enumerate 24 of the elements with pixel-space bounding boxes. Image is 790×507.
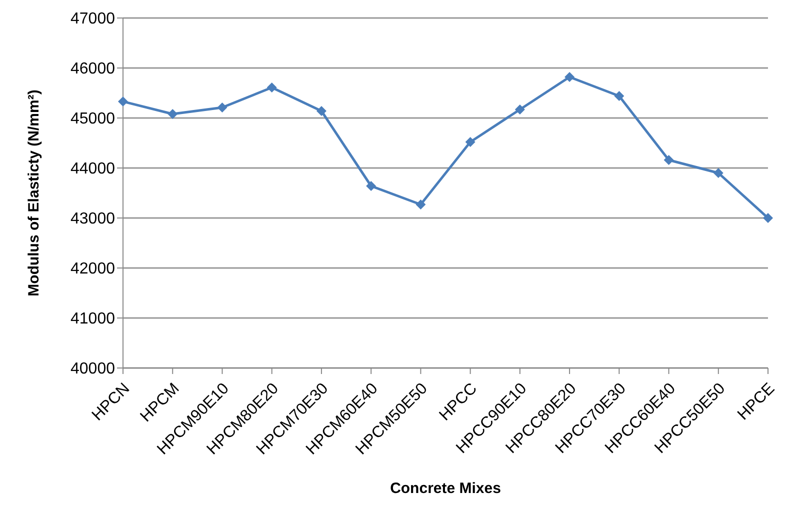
point bbox=[316, 106, 326, 116]
y-tick-label: 42000 bbox=[70, 260, 116, 278]
point bbox=[168, 109, 178, 119]
y-tick-label: 43000 bbox=[70, 210, 116, 228]
point bbox=[416, 200, 426, 210]
x-axis-title: Concrete Mixes bbox=[390, 480, 501, 497]
y-tick-label: 40000 bbox=[70, 360, 116, 378]
point bbox=[564, 72, 575, 82]
y-axis-title: Modulus of Elasticty (N/mm²) bbox=[25, 90, 42, 296]
point bbox=[217, 102, 228, 112]
point bbox=[614, 91, 624, 101]
y-tick-label: 45000 bbox=[70, 110, 116, 128]
point bbox=[664, 155, 674, 165]
point bbox=[266, 82, 277, 92]
point bbox=[763, 213, 773, 223]
y-tick-label: 44000 bbox=[70, 160, 116, 178]
y-tick-label: 46000 bbox=[70, 60, 116, 78]
point bbox=[514, 104, 525, 114]
y-tick-label: 41000 bbox=[70, 310, 116, 328]
point bbox=[118, 96, 128, 106]
point bbox=[713, 168, 724, 178]
point bbox=[465, 137, 476, 147]
y-tick-label: 47000 bbox=[70, 10, 116, 28]
point bbox=[366, 181, 376, 191]
